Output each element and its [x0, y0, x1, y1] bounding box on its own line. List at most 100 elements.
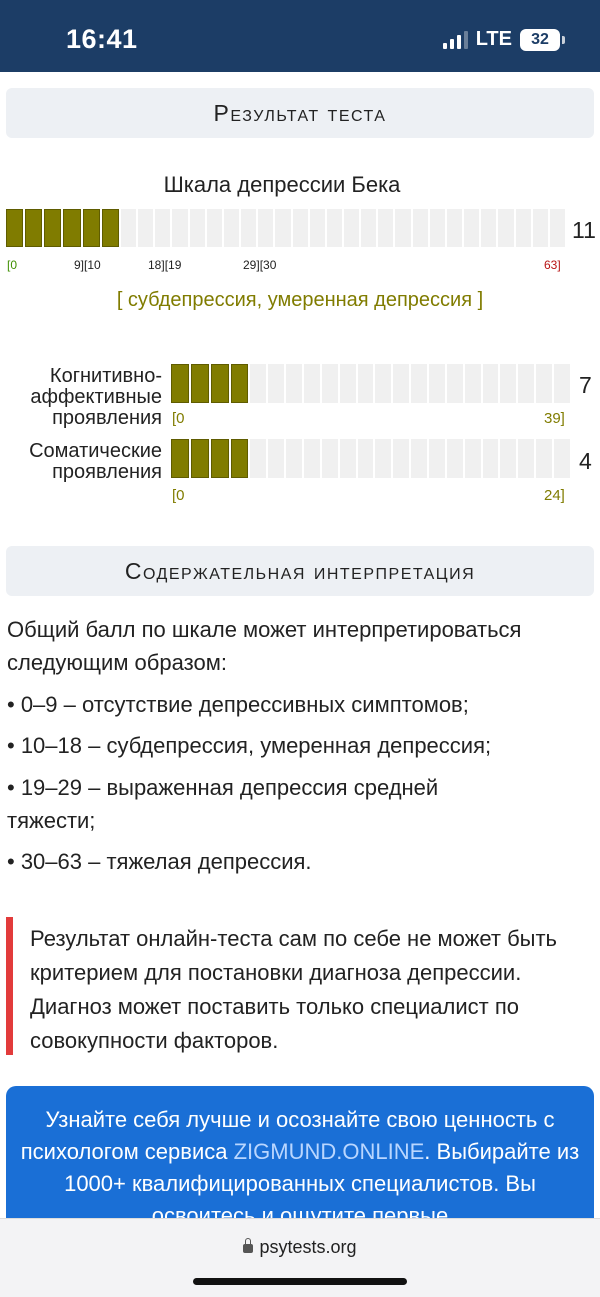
- home-indicator[interactable]: [193, 1278, 407, 1285]
- bar-segment: [464, 364, 481, 403]
- bar-segment: [549, 209, 565, 247]
- subscale-value-cognitive: 7: [579, 372, 592, 398]
- tick-9-10: 9][10: [74, 258, 101, 272]
- bar-segment: [429, 439, 445, 478]
- bar-segment: [536, 364, 553, 403]
- bar-segment: [268, 364, 285, 403]
- bar-segment: [411, 364, 428, 403]
- bar-segment: [482, 364, 499, 403]
- bar-segment: [554, 439, 570, 478]
- bar-segment: [155, 209, 171, 247]
- bar-segment: [304, 364, 320, 403]
- bar-segment: [189, 209, 205, 247]
- status-indicators: LTE 32: [442, 28, 565, 51]
- bar-segment: [326, 209, 342, 247]
- verdict-text: [ субдепрессия, умеренная депрессия ]: [116, 289, 484, 311]
- interpretation-bullet: • 0–9 – отсутствие депрессивных симптомо…: [7, 692, 469, 717]
- bar-segment: [309, 209, 325, 247]
- bar-segment: [190, 364, 209, 403]
- interpretation-header: Содержательная интерпретация: [6, 546, 594, 596]
- bar-segment: [120, 209, 137, 247]
- bar-segment: [429, 364, 445, 403]
- bar-segment: [250, 439, 267, 478]
- status-time: 16:41: [66, 24, 138, 54]
- network-label: LTE: [475, 28, 512, 50]
- bar-segment: [82, 209, 100, 247]
- tick-29-30: 29][30: [243, 258, 277, 272]
- bar-segment: [230, 439, 249, 478]
- bar-segment: [464, 439, 481, 478]
- battery-icon: 32: [520, 28, 565, 51]
- label-line: Когнитивно-: [49, 365, 162, 387]
- bar-segment: [258, 209, 274, 247]
- bar-segment: [171, 439, 189, 478]
- bar-segment: [500, 439, 517, 478]
- bar-segment: [6, 209, 24, 247]
- disclaimer-note: Результат онлайн-теста сам по себе не мо…: [6, 917, 591, 1055]
- interpretation-bullet: • 30–63 – тяжелая депрессия.: [7, 849, 312, 874]
- tick-63: 63]: [544, 258, 561, 272]
- bar-segment: [500, 364, 517, 403]
- bar-segment: [518, 439, 535, 478]
- lock-icon: [243, 1238, 254, 1253]
- bar-segment: [25, 209, 43, 247]
- bar-segment: [241, 209, 257, 247]
- bar-segment: [411, 439, 428, 478]
- bar-segment: [518, 364, 535, 403]
- interpretation-intro: Общий балл по шкале может интерпретирова…: [7, 617, 522, 675]
- subscale-max-cognitive: 39]: [544, 410, 565, 427]
- bar-segment: [482, 439, 499, 478]
- bar-segment: [429, 209, 445, 247]
- bar-segment: [536, 439, 553, 478]
- signal-icon: [442, 30, 468, 49]
- bar-segment: [101, 209, 119, 247]
- subscale-min-somatic: [0: [172, 487, 185, 504]
- bar-segment: [304, 439, 320, 478]
- subscale-value-somatic: 4: [579, 448, 592, 474]
- bar-segment: [190, 439, 209, 478]
- bar-segment: [44, 209, 62, 247]
- url-text: psytests.org: [259, 1237, 357, 1257]
- bar-segment: [343, 209, 360, 247]
- bar-segment: [172, 209, 188, 247]
- bar-segment: [206, 209, 222, 247]
- tick-0: [0: [7, 258, 18, 272]
- bar-segment: [532, 209, 548, 247]
- subscale-bar-somatic: [171, 439, 570, 478]
- bar-segment: [63, 209, 81, 247]
- bar-segment: [498, 209, 514, 247]
- bar-segment: [554, 364, 570, 403]
- subscale-max-somatic: 24]: [544, 487, 565, 504]
- bar-segment: [515, 209, 531, 247]
- result-header: Результат теста: [6, 88, 594, 138]
- tick-10: [10: [84, 258, 101, 272]
- main-score-value: 11: [572, 217, 596, 243]
- battery-level: 32: [531, 30, 549, 48]
- bar-segment: [286, 364, 303, 403]
- browser-address-bar[interactable]: psytests.org: [0, 1218, 600, 1297]
- label-line: проявления: [52, 407, 162, 429]
- bar-segment: [361, 209, 377, 247]
- label-line: проявления: [52, 461, 162, 483]
- bar-segment: [210, 364, 229, 403]
- tick-18-19: 18][19: [148, 258, 182, 272]
- promo-text-rest: . Выбирайте из 1000+ квалифицированных с…: [64, 1139, 580, 1228]
- bar-segment: [375, 439, 392, 478]
- bar-segment: [210, 439, 229, 478]
- status-bar: 16:41 LTE 32: [0, 0, 600, 72]
- bar-segment: [268, 439, 285, 478]
- subscale-label-somatic: Соматические проявления: [0, 441, 162, 483]
- bar-segment: [357, 439, 374, 478]
- bar-segment: [138, 209, 154, 247]
- url-display[interactable]: psytests.org: [0, 1237, 600, 1258]
- bar-segment: [412, 209, 428, 247]
- promo-link[interactable]: ZIGMUND.ONLINE: [233, 1139, 425, 1164]
- bar-segment: [171, 364, 189, 403]
- bar-segment: [321, 364, 338, 403]
- bar-segment: [393, 364, 410, 403]
- bar-segment: [446, 209, 463, 247]
- bar-segment: [446, 364, 463, 403]
- interpretation-bullet: • 19–29 – выраженная депрессия средней т…: [7, 775, 439, 833]
- subscale-bar-cognitive: [171, 364, 570, 403]
- bar-segment: [321, 439, 338, 478]
